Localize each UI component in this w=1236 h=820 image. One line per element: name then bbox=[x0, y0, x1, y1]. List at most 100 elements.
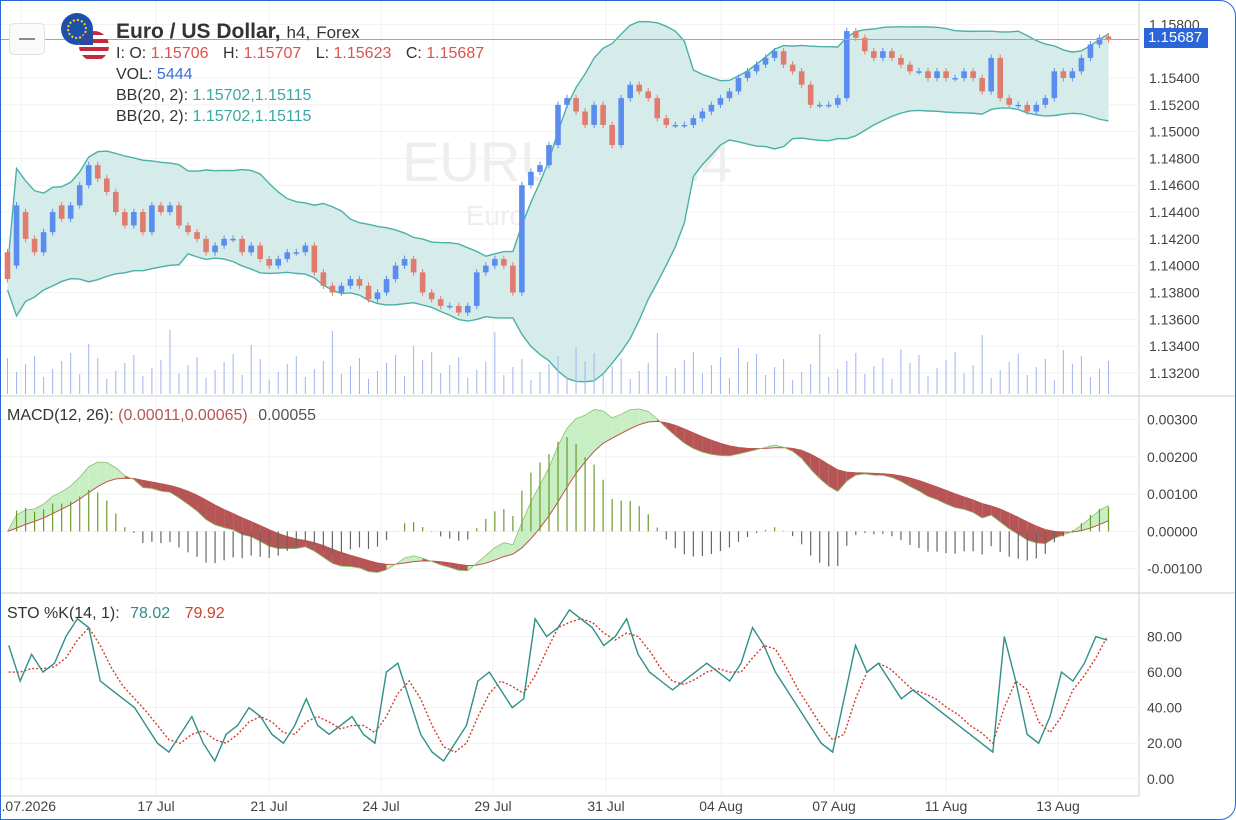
candle-body bbox=[347, 279, 354, 286]
candle-body bbox=[473, 272, 480, 306]
macd-area bbox=[350, 555, 360, 568]
macd-area bbox=[287, 536, 297, 549]
macd-area bbox=[521, 501, 531, 548]
open-value: 1.15706 bbox=[150, 45, 209, 62]
collapse-button[interactable] bbox=[9, 23, 45, 55]
candle-body bbox=[708, 104, 715, 112]
candle-body bbox=[455, 305, 462, 313]
y-tick-label: 1.14400 bbox=[1149, 204, 1200, 220]
sto-tick-label: 40.00 bbox=[1147, 700, 1182, 716]
candle-body bbox=[167, 205, 173, 213]
macd-area bbox=[693, 432, 703, 453]
macd-area bbox=[648, 411, 658, 423]
macd-area bbox=[278, 533, 288, 549]
candle-body bbox=[1051, 71, 1058, 99]
macd-area bbox=[142, 480, 152, 489]
macd-area bbox=[810, 454, 820, 479]
currency-flags-icon bbox=[61, 13, 113, 65]
macd-area bbox=[819, 459, 829, 487]
candle-body bbox=[67, 205, 74, 219]
macd-area bbox=[1045, 529, 1055, 544]
macd-area bbox=[900, 475, 910, 487]
candle-body bbox=[76, 185, 83, 206]
last-price-tag: 1.15687 bbox=[1144, 28, 1208, 48]
candle-body bbox=[672, 124, 679, 127]
candle-body bbox=[753, 64, 760, 72]
candle-body bbox=[320, 272, 327, 286]
macd-area bbox=[937, 486, 947, 504]
candle-body bbox=[311, 245, 318, 273]
macd-area bbox=[115, 467, 125, 479]
macd-tick-label: 0.00100 bbox=[1147, 486, 1198, 502]
macd-area bbox=[828, 464, 838, 492]
candle-body bbox=[492, 258, 498, 266]
macd-area bbox=[982, 503, 992, 519]
macd-area bbox=[512, 522, 522, 555]
candle-body bbox=[726, 91, 733, 99]
macd-area bbox=[359, 557, 369, 572]
candle-body bbox=[735, 78, 742, 92]
x-tick-label: 11 Aug bbox=[925, 798, 968, 814]
y-tick-label: 1.15200 bbox=[1149, 97, 1200, 113]
candle-body bbox=[916, 71, 922, 73]
candle-body bbox=[717, 98, 724, 105]
candle-body bbox=[1078, 57, 1085, 72]
candle-body bbox=[519, 185, 525, 293]
candle-body bbox=[131, 212, 137, 226]
candle-body bbox=[609, 124, 615, 146]
macd-area bbox=[1081, 517, 1091, 531]
macd-area bbox=[1099, 505, 1109, 525]
candle-body bbox=[392, 265, 399, 280]
candle-body bbox=[501, 258, 507, 266]
candle-body bbox=[158, 205, 164, 213]
symbol-name: Euro / US Dollar, bbox=[116, 20, 281, 43]
candle-body bbox=[970, 71, 976, 79]
candle-body bbox=[582, 111, 588, 125]
macd-area bbox=[594, 409, 604, 452]
candle-body bbox=[31, 238, 38, 253]
macd-area bbox=[946, 490, 956, 508]
macd-area bbox=[88, 462, 98, 493]
candle-body bbox=[699, 111, 706, 119]
candle-body bbox=[690, 118, 697, 125]
candle-body bbox=[185, 225, 191, 233]
macd-area bbox=[603, 410, 613, 444]
macd-area bbox=[585, 409, 595, 462]
macd-area bbox=[630, 408, 640, 429]
candle-body bbox=[681, 124, 688, 127]
macd-area bbox=[666, 422, 676, 436]
candle-body bbox=[356, 279, 363, 286]
macd-area bbox=[458, 564, 468, 571]
candle-body bbox=[834, 98, 841, 105]
y-tick-label: 1.14800 bbox=[1149, 150, 1200, 166]
candle-body bbox=[410, 258, 417, 273]
x-tick-label: 31 Jul bbox=[587, 798, 624, 814]
high-value: 1.15707 bbox=[243, 45, 302, 62]
macd-area bbox=[242, 517, 252, 537]
macd-area bbox=[160, 483, 170, 493]
macd-area bbox=[16, 509, 26, 529]
macd-area bbox=[215, 505, 225, 528]
candle-body bbox=[85, 165, 92, 186]
candle-body bbox=[221, 238, 227, 246]
candle-body bbox=[862, 37, 868, 52]
candle-body bbox=[1024, 104, 1031, 112]
candle-body bbox=[952, 78, 958, 80]
candle-body bbox=[555, 104, 561, 146]
macd-area bbox=[918, 480, 928, 497]
macd-area bbox=[567, 418, 577, 488]
candle-body bbox=[329, 285, 336, 293]
candle-body bbox=[600, 104, 606, 125]
candle-body bbox=[149, 205, 155, 233]
y-tick-label: 1.14000 bbox=[1149, 258, 1200, 274]
candle-body bbox=[762, 57, 769, 65]
chart-legend: Euro / US Dollar, h4, Forex I: O: 1.15706 … bbox=[116, 21, 484, 127]
candle-body bbox=[889, 51, 895, 58]
macd-area bbox=[792, 448, 802, 459]
candle-body bbox=[961, 71, 967, 79]
bb2-value: 1.15702,1.15115 bbox=[192, 108, 312, 125]
macd-area bbox=[720, 443, 730, 456]
candle-body bbox=[239, 238, 245, 253]
macd-area bbox=[440, 561, 450, 568]
candle-body bbox=[1060, 71, 1067, 79]
